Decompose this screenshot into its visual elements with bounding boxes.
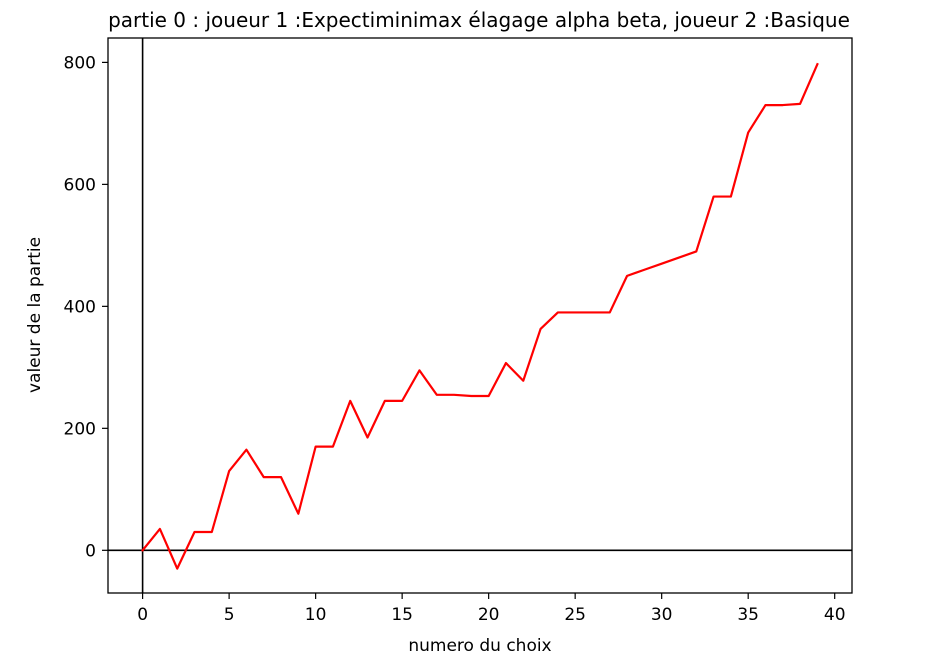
y-axis-label: valeur de la partie bbox=[25, 237, 45, 393]
x-tick-label: 30 bbox=[651, 605, 673, 625]
y-axis-ticks: 0 200 400 600 800 bbox=[64, 53, 108, 561]
x-axis-label: numero du choix bbox=[408, 636, 551, 656]
x-tick-label: 25 bbox=[564, 605, 586, 625]
x-tick-label: 15 bbox=[391, 605, 413, 625]
y-tick-label: 400 bbox=[64, 297, 96, 317]
y-tick-label: 600 bbox=[64, 175, 96, 195]
x-tick-label: 35 bbox=[737, 605, 759, 625]
x-tick-label: 5 bbox=[224, 605, 235, 625]
y-tick-label: 200 bbox=[64, 419, 96, 439]
x-tick-label: 10 bbox=[305, 605, 327, 625]
y-tick-label: 0 bbox=[85, 541, 96, 561]
plot-area-frame bbox=[107, 37, 853, 594]
y-tick-label: 800 bbox=[64, 53, 96, 73]
x-axis-ticks: 0 5 10 15 20 25 30 35 40 bbox=[137, 593, 846, 625]
x-tick-label: 20 bbox=[478, 605, 500, 625]
series-layer bbox=[141, 62, 819, 570]
chart-title: partie 0 : joueur 1 :Expectiminimax élag… bbox=[108, 8, 850, 32]
series-line bbox=[141, 62, 819, 570]
x-tick-label: 0 bbox=[137, 605, 148, 625]
x-tick-label: 40 bbox=[824, 605, 846, 625]
